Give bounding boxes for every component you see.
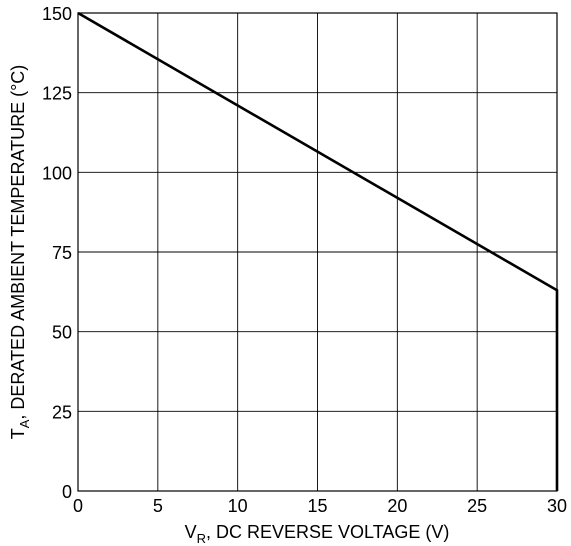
y-axis-label-rest: , DERATED AMBIENT TEMPERATURE (°C) <box>8 65 28 420</box>
derating-curve <box>77 11 559 491</box>
x-tick-label: 10 <box>228 496 248 516</box>
y-tick-label: 25 <box>52 402 72 422</box>
y-axis-label: TA, DERATED AMBIENT TEMPERATURE (°C) <box>8 65 32 440</box>
x-tick-label: 25 <box>467 496 487 516</box>
x-tick-label: 20 <box>387 496 407 516</box>
y-tick-label: 100 <box>42 163 72 183</box>
x-axis-label-rest: , DC REVERSE VOLTAGE (V) <box>206 522 449 542</box>
x-tick-labels: 0 5 10 15 20 25 30 <box>73 496 567 516</box>
y-tick-label: 50 <box>52 323 72 343</box>
x-axis-label-main: V <box>185 522 197 542</box>
chart-grid <box>77 12 558 492</box>
series-layer <box>77 11 559 491</box>
y-axis-label-main: T <box>8 428 28 439</box>
x-axis-label-sub: R <box>197 531 206 546</box>
x-tick-label: 0 <box>73 496 83 516</box>
y-tick-label: 0 <box>62 482 72 502</box>
y-tick-labels: 0 25 50 75 100 125 150 <box>42 4 72 502</box>
x-tick-label: 5 <box>153 496 163 516</box>
plot-frame <box>77 12 558 492</box>
y-tick-label: 150 <box>42 4 72 24</box>
y-tick-label: 125 <box>42 84 72 104</box>
y-tick-label: 75 <box>52 243 72 263</box>
x-tick-label: 15 <box>307 496 327 516</box>
x-axis-label: VR, DC REVERSE VOLTAGE (V) <box>185 522 450 546</box>
y-axis-label-sub: A <box>17 419 32 428</box>
x-tick-label: 30 <box>547 496 567 516</box>
